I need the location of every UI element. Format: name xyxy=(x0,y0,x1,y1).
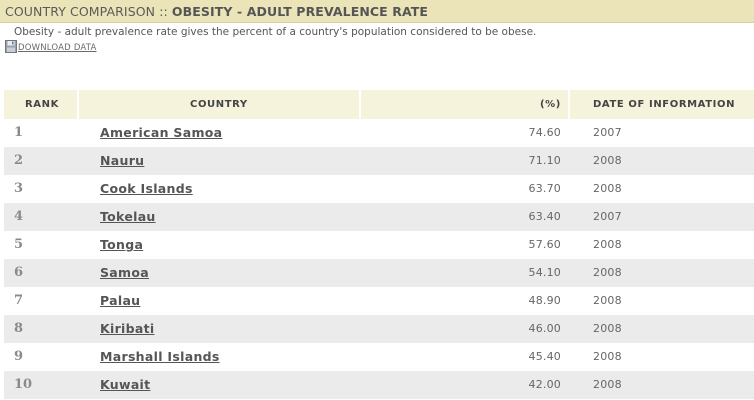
title-prefix: COUNTRY COMPARISON xyxy=(5,4,156,19)
date-cell: 2008 xyxy=(593,378,622,391)
rank-cell: 7 xyxy=(14,293,24,308)
rank-cell: 5 xyxy=(14,237,24,252)
rank-cell: 3 xyxy=(14,181,24,196)
country-link[interactable]: Tokelau xyxy=(100,209,156,224)
country-link[interactable]: Kiribati xyxy=(100,321,155,336)
value-cell: 42.00 xyxy=(528,378,561,391)
value-cell: 57.60 xyxy=(528,238,561,251)
column-header-value: (%) xyxy=(540,99,561,110)
country-link[interactable]: American Samoa xyxy=(100,125,223,140)
country-link[interactable]: Tonga xyxy=(100,237,144,252)
value-cell: 54.10 xyxy=(528,266,561,279)
table-row: 8 Kiribati 46.00 2008 xyxy=(4,315,754,343)
description-text: Obesity - adult prevalence rate gives th… xyxy=(14,26,537,38)
table-row: 10 Kuwait 42.00 2008 xyxy=(4,371,754,399)
column-divider xyxy=(568,90,570,119)
date-cell: 2008 xyxy=(593,350,622,363)
date-cell: 2008 xyxy=(593,322,622,335)
page-title: COUNTRY COMPARISON :: OBESITY - ADULT PR… xyxy=(5,4,428,19)
table-row: 1 American Samoa 74.60 2007 xyxy=(4,119,754,147)
title-main: OBESITY - ADULT PREVALENCE RATE xyxy=(171,4,429,19)
date-cell: 2007 xyxy=(593,126,622,139)
column-header-rank: RANK xyxy=(25,99,59,110)
table-row: 4 Tokelau 63.40 2007 xyxy=(4,203,754,231)
country-link[interactable]: Palau xyxy=(100,293,141,308)
value-cell: 71.10 xyxy=(528,154,561,167)
title-bar: COUNTRY COMPARISON :: OBESITY - ADULT PR… xyxy=(0,0,754,23)
column-divider xyxy=(359,90,361,119)
date-cell: 2008 xyxy=(593,294,622,307)
country-link[interactable]: Marshall Islands xyxy=(100,349,220,364)
save-disk-icon[interactable] xyxy=(5,40,17,53)
date-cell: 2007 xyxy=(593,210,622,223)
title-separator: :: xyxy=(159,4,168,19)
table-row: 5 Tonga 57.60 2008 xyxy=(4,231,754,259)
date-cell: 2008 xyxy=(593,238,622,251)
country-link[interactable]: Kuwait xyxy=(100,377,151,392)
rank-cell: 8 xyxy=(14,321,24,336)
value-cell: 63.40 xyxy=(528,210,561,223)
rank-cell: 4 xyxy=(14,209,24,224)
rank-cell: 6 xyxy=(14,265,24,280)
country-link[interactable]: Cook Islands xyxy=(100,181,193,196)
date-cell: 2008 xyxy=(593,154,622,167)
table-body: 1 American Samoa 74.60 2007 2 Nauru 71.10 2008 3… xyxy=(4,119,754,399)
value-cell: 63.70 xyxy=(528,182,561,195)
column-divider xyxy=(77,90,79,119)
value-cell: 48.90 xyxy=(528,294,561,307)
rank-cell: 10 xyxy=(14,377,33,392)
rank-cell: 9 xyxy=(14,349,24,364)
table-row: 6 Samoa 54.10 2008 xyxy=(4,259,754,287)
date-cell: 2008 xyxy=(593,266,622,279)
comparison-table: RANK COUNTRY (%) DATE OF INFORMATION 1 Am… xyxy=(4,90,754,399)
table-header: RANK COUNTRY (%) DATE OF INFORMATION xyxy=(4,90,754,119)
table-row: 3 Cook Islands 63.70 2008 xyxy=(4,175,754,203)
table-row: 9 Marshall Islands 45.40 2008 xyxy=(4,343,754,371)
value-cell: 45.40 xyxy=(528,350,561,363)
country-link[interactable]: Nauru xyxy=(100,153,145,168)
rank-cell: 2 xyxy=(14,153,24,168)
download-data-label[interactable]: DOWNLOAD DATA xyxy=(18,43,97,53)
table-row: 7 Palau 48.90 2008 xyxy=(4,287,754,315)
value-cell: 46.00 xyxy=(528,322,561,335)
country-link[interactable]: Samoa xyxy=(100,265,149,280)
download-data-link[interactable]: DOWNLOAD DATA xyxy=(5,40,97,53)
rank-cell: 1 xyxy=(14,125,24,140)
column-header-country: COUNTRY xyxy=(190,99,248,110)
table-row: 2 Nauru 71.10 2008 xyxy=(4,147,754,175)
column-header-date: DATE OF INFORMATION xyxy=(593,99,736,110)
value-cell: 74.60 xyxy=(528,126,561,139)
date-cell: 2008 xyxy=(593,182,622,195)
